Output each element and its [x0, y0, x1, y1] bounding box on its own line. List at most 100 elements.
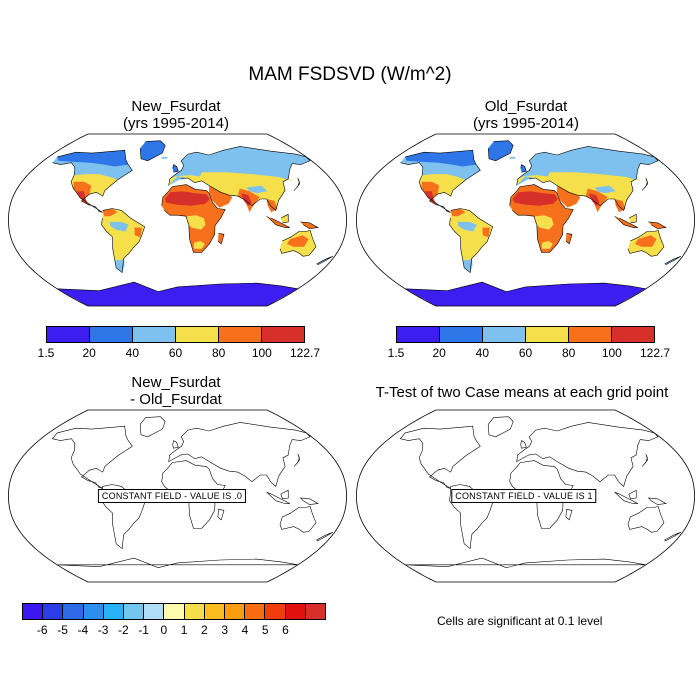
coastline — [279, 230, 317, 257]
land-region — [115, 258, 125, 273]
coastline — [168, 146, 311, 211]
colorbar-swatch — [569, 327, 612, 342]
panel-title-diff-line2: - Old_Fsurdat — [130, 391, 222, 408]
land-region — [512, 191, 558, 206]
land-region — [509, 156, 516, 159]
coastline — [628, 489, 637, 500]
colorbar-tick-label: 122.7 — [639, 346, 671, 360]
land-region — [172, 164, 179, 173]
land-region — [463, 258, 473, 273]
map-boundary — [8, 133, 347, 307]
coastline — [299, 497, 319, 505]
colorbar-swatch — [483, 327, 526, 342]
land-region — [405, 282, 646, 306]
panel-title-new-line1: New_Fsurdat — [131, 98, 221, 115]
land-region — [520, 164, 527, 173]
colorbar-tick-label: 100 — [601, 346, 622, 360]
land-region — [534, 215, 554, 230]
coastline — [647, 497, 667, 505]
coastline — [139, 416, 166, 438]
map-new-fsurdat — [8, 133, 347, 307]
colorbar-swatch — [245, 604, 266, 619]
coastline — [405, 557, 646, 569]
panel-title-diff: New_Fsurdat - Old_Fsurdat — [56, 374, 296, 408]
coastline — [217, 233, 225, 245]
coastline — [266, 491, 291, 504]
colorbar-swatch — [63, 604, 84, 619]
colorbar-tick-label: 2 — [201, 623, 208, 637]
land-region — [648, 221, 666, 229]
coastline — [316, 532, 333, 542]
land-region — [193, 241, 205, 249]
land-region — [57, 282, 298, 306]
colorbar-swatch — [305, 604, 326, 619]
colorbar-tick-label: 5 — [261, 623, 269, 637]
colorbar-swatch — [133, 327, 176, 342]
colorbar-old — [396, 326, 655, 343]
map-old-fsurdat — [356, 133, 695, 307]
colorbar-swatch — [83, 604, 104, 619]
colorbar-swatch — [285, 604, 306, 619]
colorbar-tick-label: 40 — [475, 346, 490, 360]
coastline — [614, 491, 639, 504]
coastline — [627, 506, 665, 533]
coastline — [266, 215, 291, 228]
land-region — [209, 185, 233, 208]
land-region — [482, 227, 490, 238]
land-region — [168, 175, 203, 186]
colorbar-tick-label: 20 — [432, 346, 446, 360]
colorbar-swatch — [103, 604, 125, 619]
colorbar-swatch — [184, 604, 205, 619]
panel-title-new-line2: (yrs 1995-2014) — [123, 115, 229, 132]
land-region — [405, 150, 477, 167]
land-region — [109, 221, 129, 232]
panel-title-old-line2: (yrs 1995-2014) — [473, 115, 579, 132]
figure-title: MAM FSDSVD (W/m^2) — [248, 64, 452, 85]
coastline — [316, 256, 333, 266]
land-region — [588, 193, 600, 206]
coastline — [399, 425, 481, 489]
colorbar-tick-label: 100 — [251, 346, 272, 360]
land-region — [614, 199, 626, 213]
colorbar-tick-label: -4 — [77, 623, 89, 637]
colorbar-swatch — [397, 327, 440, 342]
land-region — [594, 185, 616, 194]
land-region — [280, 214, 289, 223]
land-region — [102, 208, 118, 217]
map-boundary — [356, 133, 695, 307]
coastline — [172, 164, 179, 173]
coastline — [487, 416, 514, 438]
coastline — [509, 184, 574, 253]
map-boundary — [356, 409, 695, 583]
coastline — [565, 509, 573, 521]
coastline — [400, 149, 481, 213]
coastline — [217, 509, 225, 521]
coastline — [172, 440, 179, 449]
colorbar-swatch — [23, 604, 44, 619]
colorbar-diff — [22, 603, 326, 620]
coastline — [648, 221, 667, 229]
coastline — [280, 489, 289, 500]
colorbar-swatch — [164, 604, 185, 619]
coastline — [628, 213, 637, 224]
land-region — [217, 233, 224, 244]
coastline — [293, 453, 301, 467]
colorbar-swatch — [225, 604, 246, 619]
colorbar-tick-label: -6 — [36, 623, 48, 637]
coastline — [641, 453, 649, 467]
coastline — [520, 164, 527, 173]
colorbar-swatch — [43, 604, 64, 619]
land-region — [300, 221, 318, 229]
colorbar-tick-label: 60 — [518, 346, 533, 360]
coastline — [405, 281, 646, 293]
coastline — [487, 140, 514, 162]
land-region — [450, 208, 466, 217]
colorbar-swatch — [265, 604, 286, 619]
land-region — [287, 235, 309, 247]
panel-title-old-line1: Old_Fsurdat — [484, 98, 568, 115]
coastline — [279, 506, 317, 533]
coastline — [300, 221, 319, 229]
colorbar-swatch — [47, 327, 90, 342]
constant-field-label-diff: CONSTANT FIELD - VALUE IS .0 — [97, 489, 247, 503]
colorbar-tick-label: 122.7 — [289, 346, 321, 360]
